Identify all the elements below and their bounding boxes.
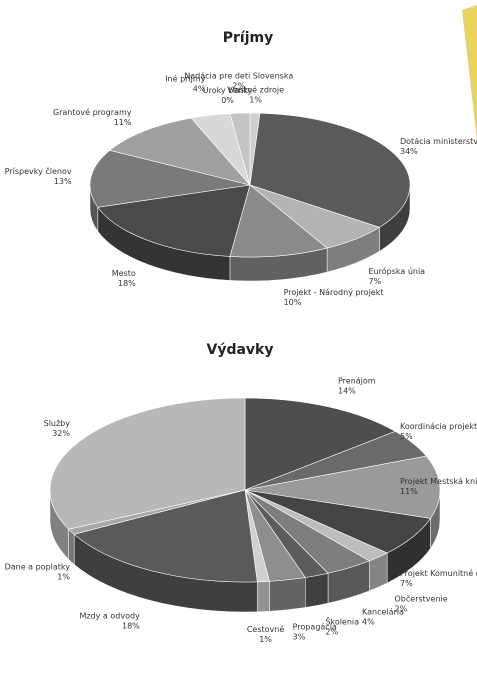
value-label: 18%	[122, 621, 140, 630]
slice-side	[256, 581, 270, 613]
slice-label: Školenia	[325, 615, 359, 626]
slice-label: Projekt Komunitné centrum	[400, 568, 477, 578]
value-label: 2%	[395, 604, 408, 613]
slice-label: Propagácia	[293, 623, 337, 632]
slice	[244, 455, 441, 519]
slice-label: Služby	[44, 419, 71, 428]
value-label: 3%	[293, 633, 306, 642]
slice	[229, 184, 328, 258]
slice	[109, 117, 251, 186]
value-label: 7%	[369, 277, 382, 286]
slice-label: Koordinácia projektov	[400, 422, 477, 431]
value-label: 11%	[114, 118, 132, 127]
slice-side	[269, 577, 306, 612]
slice-label: Grantové programy	[53, 107, 132, 117]
value-label: 10%	[284, 298, 302, 307]
decoration	[462, 5, 477, 140]
slice-label: Dane a poplatky	[5, 563, 71, 572]
slice-label: Projekt Mestská knižnica	[400, 477, 477, 486]
value-label: 4%	[193, 84, 206, 93]
slice-label: Príspevky členov	[5, 166, 72, 176]
slice	[49, 397, 246, 530]
slice	[244, 397, 396, 491]
chart-title: Výdavky	[207, 342, 274, 358]
value-label: 7%	[400, 579, 413, 588]
value-label: 4%	[362, 618, 375, 627]
slice-label: Európska únia	[369, 266, 426, 276]
slice-label: Kancelária	[362, 608, 404, 617]
value-label: 1%	[57, 573, 70, 582]
value-label: 34%	[400, 147, 418, 156]
value-label: 5%	[400, 432, 413, 441]
value-label: 18%	[118, 279, 136, 288]
slice-label: Vlastné zdroje	[227, 85, 284, 95]
slice	[97, 184, 251, 257]
slice-label: Dotácia ministerstva	[400, 137, 477, 146]
value-label: 14%	[338, 386, 356, 395]
value-label: 32%	[52, 429, 70, 438]
value-label: 11%	[400, 487, 418, 496]
slice-label: Občerstvenie	[395, 593, 448, 603]
slice	[229, 112, 251, 186]
chart-title: Príjmy	[223, 30, 273, 46]
value-label: 2%	[232, 82, 245, 91]
slice	[249, 112, 411, 228]
value-label: 2%	[325, 627, 338, 636]
value-label: 0%	[221, 96, 234, 105]
slice-side	[68, 528, 75, 565]
slice-label: Nadácia pre deti Slovenska	[184, 72, 293, 81]
slice-side	[305, 572, 329, 608]
slice-label: Mesto	[112, 269, 136, 278]
value-label: 13%	[54, 177, 72, 186]
slice	[89, 149, 251, 208]
value-label: 1%	[249, 96, 262, 105]
value-label: 1%	[259, 635, 272, 644]
slice-label: Úroky banky	[203, 84, 253, 95]
slice-label: Prenájom	[338, 376, 376, 385]
slice	[73, 489, 258, 583]
slice-label: Projekt - Národný projekt	[284, 288, 384, 297]
slice-label: Iné príjmy	[165, 73, 206, 83]
slice-label: Cestovné	[247, 624, 285, 634]
slice-label: Mzdy a odvody	[79, 611, 140, 620]
